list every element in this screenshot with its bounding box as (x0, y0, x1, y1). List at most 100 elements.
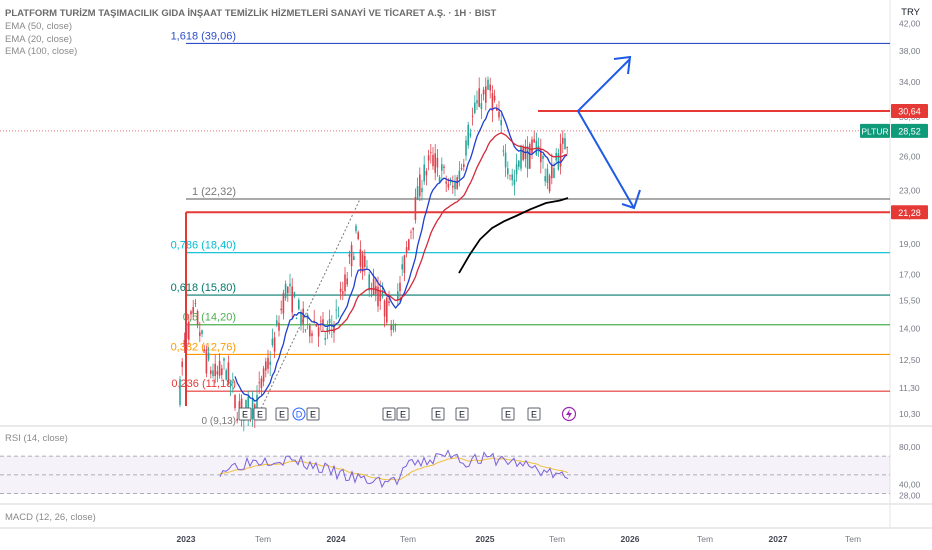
candle-body (412, 227, 414, 230)
dividend-marker-label: D (296, 410, 303, 420)
fib-level-label: 1,618 (39,06) (171, 30, 236, 42)
candle-body (511, 174, 513, 181)
fib-level-label: 1 (22,32) (192, 186, 236, 198)
rsi-legend[interactable]: RSI (14, close) (5, 433, 68, 444)
candle-body (196, 311, 199, 325)
candle-body (326, 327, 329, 333)
y-tick-label: 38,00 (899, 46, 921, 56)
ema100-line (458, 197, 569, 274)
candle-body (269, 361, 271, 365)
earnings-marker[interactable]: E (396, 407, 410, 421)
candle-body (372, 278, 375, 295)
candle-body (423, 164, 425, 182)
candle-body (364, 255, 366, 267)
candle-body (333, 324, 335, 333)
candle-body (205, 349, 208, 374)
x-tick-label: Tem (400, 534, 416, 544)
earnings-marker[interactable]: E (382, 407, 396, 421)
currency-label: TRY (901, 7, 920, 18)
candle-body (513, 179, 516, 185)
x-tick-label: Tem (549, 534, 565, 544)
projection-arrow-up-head (613, 55, 632, 75)
candle-body (493, 95, 496, 101)
candle-body (309, 325, 311, 337)
candle-body (394, 324, 397, 326)
projection-arrow-down-head (621, 189, 641, 210)
candle-body (267, 357, 269, 369)
candle-body (201, 330, 203, 335)
candle-body (566, 147, 568, 149)
symbol-title: PLATFORM TURİZM TAŞIMACILIK GIDA İNŞAAT … (5, 8, 497, 19)
candle-body (414, 196, 417, 220)
earnings-marker-box (275, 407, 289, 421)
ema50-legend[interactable]: EMA (50, close) (5, 21, 73, 32)
candle-body (441, 164, 443, 171)
earnings-marker[interactable]: E (527, 407, 541, 421)
candle-body (434, 153, 436, 173)
dividend-marker[interactable]: D (292, 407, 306, 421)
y-tick-label: 10,30 (899, 409, 921, 419)
candle-body (447, 183, 450, 188)
candle-body (388, 301, 390, 304)
x-tick-label: 2024 (327, 534, 346, 544)
candle-body (427, 155, 430, 161)
earnings-marker-label: E (459, 410, 465, 420)
candle-body (383, 300, 386, 317)
ema20-legend[interactable]: EMA (20, close) (5, 34, 73, 45)
y-tick-label: 12,50 (899, 355, 921, 365)
earnings-marker[interactable]: E (431, 407, 445, 421)
earnings-marker[interactable]: E (306, 407, 320, 421)
candle-body (458, 170, 461, 180)
earnings-marker[interactable]: E (253, 407, 267, 421)
last-price-badge (891, 123, 928, 138)
candle-body (350, 245, 353, 267)
earnings-marker[interactable]: E (501, 407, 515, 421)
candle-body (355, 225, 357, 232)
candle-body (370, 289, 373, 291)
price-line-badge (891, 103, 928, 118)
candle-body (289, 283, 291, 287)
candle-body (359, 249, 362, 267)
candle-body (366, 266, 368, 268)
candle-body (515, 164, 518, 175)
candle-body (291, 286, 293, 313)
earnings-marker-label: E (505, 410, 511, 420)
symbol-badge (860, 123, 890, 138)
candle-body (229, 381, 232, 386)
y-tick-label: 42,00 (899, 18, 921, 28)
macd-legend[interactable]: MACD (12, 26, close) (5, 512, 96, 523)
candle-body (304, 329, 307, 331)
projection-arrow-down (577, 110, 635, 209)
candle-body (260, 378, 263, 388)
candle-body (491, 93, 494, 111)
candle-body (214, 363, 216, 377)
candle-body (258, 382, 260, 384)
earnings-marker[interactable]: E (275, 407, 289, 421)
candle-body (183, 340, 186, 346)
candle-body (295, 318, 298, 320)
fib-level-label: 0,236 (11,18) (171, 378, 236, 390)
candle-body (430, 152, 432, 154)
candle-body (284, 283, 287, 299)
candle-body (293, 292, 296, 297)
candle-body (445, 181, 447, 184)
last-price-badge-label: 28,52 (898, 126, 921, 136)
candle-body (463, 164, 465, 168)
candle-body (256, 394, 258, 411)
candle-body (190, 311, 192, 315)
ema100-legend[interactable]: EMA (100, close) (5, 46, 78, 57)
candle-body (454, 181, 456, 190)
candle-body (529, 144, 531, 169)
candle-body (443, 166, 445, 168)
candle-body (421, 188, 423, 193)
candle-body (232, 382, 234, 384)
earnings-marker[interactable]: E (238, 407, 252, 421)
candle-body (564, 138, 566, 150)
candle-body (498, 111, 500, 118)
y-tick-label: 26,00 (899, 152, 921, 162)
candle-body (216, 371, 219, 375)
earnings-marker[interactable]: E (455, 407, 469, 421)
candle-body (526, 146, 529, 169)
candle-body (416, 186, 419, 201)
